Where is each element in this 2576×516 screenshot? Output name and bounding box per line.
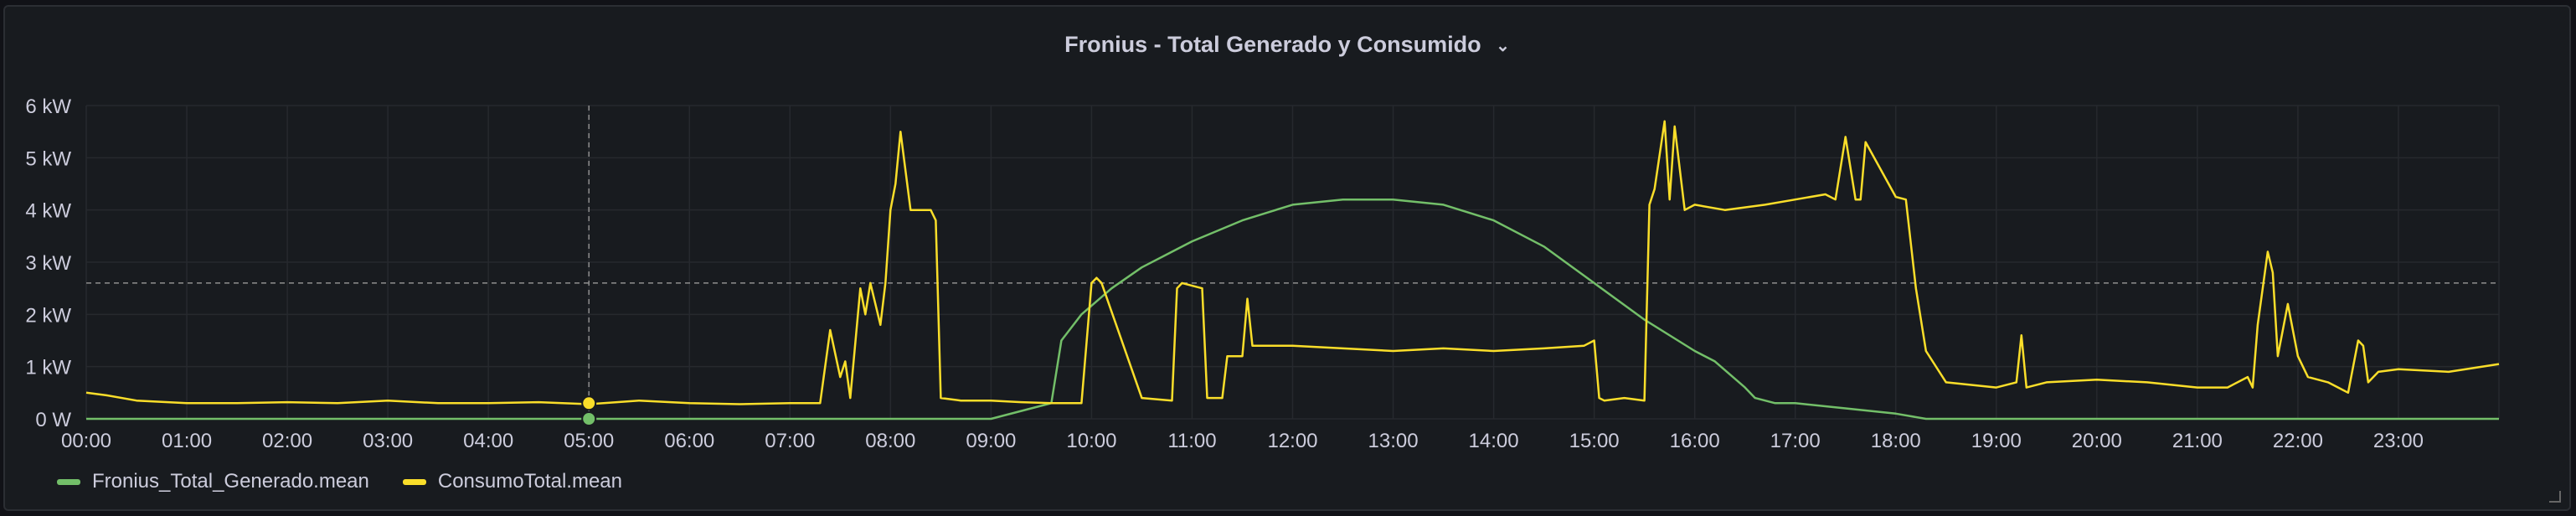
cursor-point-generado xyxy=(581,411,597,426)
x-tick-label: 19:00 xyxy=(1971,430,2022,452)
x-tick-label: 16:00 xyxy=(1670,430,1720,452)
x-tick-label: 22:00 xyxy=(2273,430,2323,452)
x-tick-label: 11:00 xyxy=(1167,430,1216,452)
x-tick-label: 20:00 xyxy=(2072,430,2122,452)
x-tick-label: 23:00 xyxy=(2373,430,2424,452)
x-tick-label: 01:00 xyxy=(162,430,212,452)
chart-panel: Fronius - Total Generado y Consumido ⌄ F… xyxy=(3,5,2571,511)
y-tick-label: 3 kW xyxy=(25,252,71,275)
x-tick-label: 06:00 xyxy=(664,430,714,452)
x-tick-label: 02:00 xyxy=(262,430,312,452)
y-tick-label: 0 W xyxy=(35,409,71,431)
x-tick-label: 10:00 xyxy=(1066,430,1116,452)
x-tick-label: 17:00 xyxy=(1770,430,1821,452)
legend-item-generado[interactable]: Fronius_Total_Generado.mean xyxy=(57,470,369,493)
y-tick-label: 2 kW xyxy=(25,304,71,327)
legend: Fronius_Total_Generado.mean ConsumoTotal… xyxy=(57,470,622,493)
panel-title-header[interactable]: Fronius - Total Generado y Consumido ⌄ xyxy=(5,32,2569,58)
x-tick-label: 04:00 xyxy=(463,430,513,452)
x-tick-label: 08:00 xyxy=(865,430,915,452)
chevron-down-icon[interactable]: ⌄ xyxy=(1496,37,1510,56)
y-tick-label: 1 kW xyxy=(25,357,71,379)
y-tick-label: 5 kW xyxy=(25,147,71,170)
cursor-point-consumo xyxy=(581,395,597,411)
x-tick-label: 09:00 xyxy=(966,430,1016,452)
x-tick-label: 00:00 xyxy=(61,430,111,452)
x-tick-label: 05:00 xyxy=(564,430,614,452)
y-tick-label: 6 kW xyxy=(25,95,71,118)
panel-title[interactable]: Fronius - Total Generado y Consumido xyxy=(1064,32,1481,57)
x-tick-label: 12:00 xyxy=(1267,430,1317,452)
x-tick-label: 21:00 xyxy=(2172,430,2223,452)
legend-label-consumo[interactable]: ConsumoTotal.mean xyxy=(437,470,622,493)
resize-handle-icon[interactable] xyxy=(2549,491,2561,503)
legend-label-generado[interactable]: Fronius_Total_Generado.mean xyxy=(92,470,369,493)
series-line-consumo xyxy=(85,120,2500,405)
legend-swatch-generado xyxy=(57,478,80,485)
legend-swatch-consumo xyxy=(402,478,426,485)
y-tick-label: 4 kW xyxy=(25,200,71,223)
legend-item-consumo[interactable]: ConsumoTotal.mean xyxy=(402,470,622,493)
x-tick-label: 07:00 xyxy=(765,430,815,452)
x-tick-label: 18:00 xyxy=(1871,430,1921,452)
x-tick-label: 14:00 xyxy=(1469,430,1519,452)
x-tick-label: 03:00 xyxy=(363,430,413,452)
x-tick-label: 13:00 xyxy=(1368,430,1419,452)
x-tick-label: 15:00 xyxy=(1569,430,1620,452)
series-line-generado xyxy=(86,198,2499,421)
